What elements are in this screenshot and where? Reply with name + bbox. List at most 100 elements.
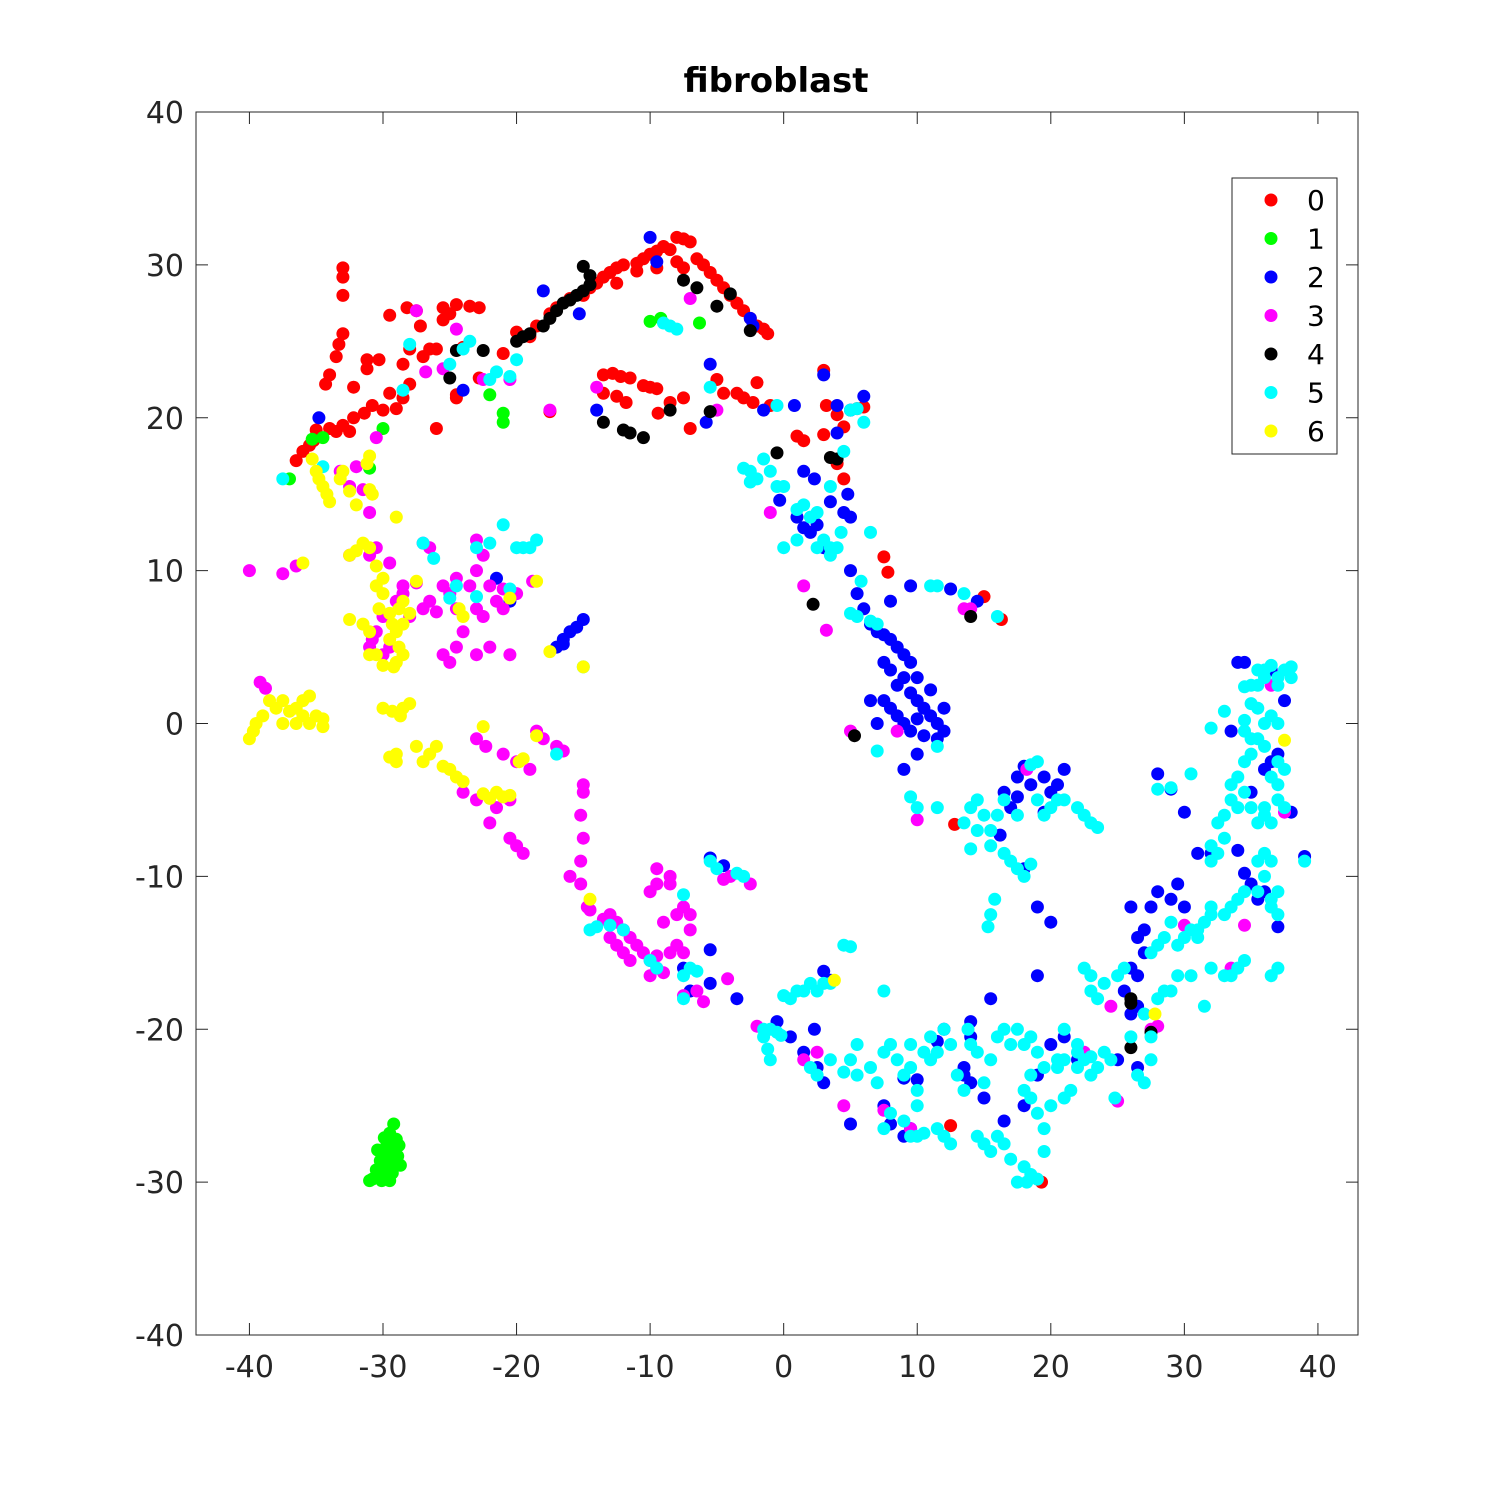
legend-label-6: 6 [1307, 415, 1325, 448]
point-series-5 [1097, 976, 1111, 990]
point-series-2 [884, 663, 897, 677]
legend-label-3: 3 [1307, 300, 1325, 333]
point-series-5 [1137, 1007, 1151, 1021]
point-series-5 [550, 747, 564, 761]
point-series-5 [1244, 697, 1258, 711]
point-series-6 [396, 594, 410, 608]
point-series-3 [576, 831, 590, 845]
point-series-0 [761, 327, 775, 341]
point-series-5 [1271, 885, 1285, 899]
point-series-3 [763, 506, 777, 519]
point-series-5 [276, 472, 290, 486]
point-series-4 [723, 287, 737, 301]
point-series-5 [737, 869, 751, 883]
point-series-2 [1278, 694, 1291, 708]
point-series-5 [810, 1068, 824, 1082]
point-series-3 [443, 655, 457, 669]
point-series-5 [884, 1106, 897, 1120]
point-series-0 [389, 402, 403, 416]
point-series-2 [844, 510, 857, 524]
point-series-5 [710, 862, 724, 876]
point-series-5 [1084, 1050, 1098, 1064]
point-series-3 [456, 625, 470, 639]
point-series-4 [443, 371, 457, 385]
point-series-4 [1124, 1041, 1138, 1055]
point-series-0 [472, 301, 486, 315]
point-series-5 [603, 918, 617, 932]
point-series-5 [1071, 1038, 1084, 1051]
point-series-5 [503, 582, 517, 596]
point-series-5 [810, 506, 824, 519]
point-series-6 [316, 720, 330, 734]
x-tick-label: 30 [1165, 1350, 1203, 1385]
point-series-5 [1271, 778, 1285, 792]
point-series-0 [683, 235, 697, 249]
point-series-5 [757, 452, 771, 466]
point-series-2 [773, 493, 787, 507]
y-tick-label: 0 [165, 708, 184, 743]
point-series-4 [623, 426, 637, 440]
point-series-3 [576, 785, 590, 799]
point-series-0 [319, 377, 333, 391]
point-series-2 [1171, 877, 1185, 891]
point-series-5 [1157, 931, 1171, 944]
point-series-5 [897, 1114, 911, 1128]
point-series-5 [1231, 770, 1245, 784]
point-series-5 [763, 464, 777, 478]
point-series-0 [610, 389, 624, 403]
point-series-2 [1238, 655, 1251, 669]
point-series-5 [1244, 747, 1258, 761]
point-series-1 [693, 316, 706, 330]
point-series-0 [677, 391, 690, 405]
point-series-5 [777, 480, 791, 493]
point-series-3 [363, 506, 377, 519]
point-series-3 [523, 762, 537, 776]
point-series-1 [496, 406, 510, 420]
point-series-5 [1144, 1030, 1158, 1044]
point-series-5 [1184, 969, 1198, 983]
point-series-5 [950, 1068, 964, 1082]
point-series-5 [483, 536, 497, 550]
point-series-6 [530, 574, 544, 588]
point-series-6 [276, 694, 290, 708]
point-series-2 [572, 307, 586, 321]
point-series-6 [409, 574, 423, 588]
point-series-5 [944, 1038, 958, 1051]
point-series-6 [403, 606, 417, 620]
point-series-6 [583, 892, 597, 906]
point-series-2 [1024, 778, 1038, 792]
point-series-3 [810, 1045, 824, 1059]
point-series-5 [850, 610, 864, 623]
point-series-0 [797, 434, 811, 448]
point-series-2 [910, 747, 924, 761]
point-series-3 [449, 640, 463, 654]
point-series-2 [904, 579, 918, 593]
point-series-5 [1044, 1099, 1058, 1113]
point-series-5 [1024, 758, 1038, 772]
point-series-2 [910, 1073, 924, 1087]
point-series-5 [997, 1137, 1011, 1151]
point-series-2 [699, 415, 713, 429]
point-series-4 [964, 610, 978, 623]
point-series-2 [1051, 778, 1064, 792]
point-series-4 [523, 327, 537, 341]
point-series-0 [837, 472, 851, 486]
point-series-3 [574, 808, 588, 822]
point-series-6 [365, 487, 379, 501]
point-series-2 [312, 411, 326, 425]
point-series-4 [583, 278, 597, 292]
point-series-5 [616, 923, 630, 937]
point-series-5 [850, 1068, 864, 1082]
point-series-0 [496, 347, 510, 360]
point-series-3 [456, 785, 470, 799]
point-series-5 [1064, 1083, 1078, 1097]
point-series-2 [1151, 767, 1165, 781]
point-series-0 [717, 386, 731, 400]
point-series-2 [1177, 805, 1191, 819]
point-series-6 [389, 510, 403, 524]
point-series-3 [503, 648, 517, 662]
point-series-5 [1258, 869, 1271, 883]
x-tick-label: 0 [774, 1350, 793, 1385]
legend-items: 0 1 2 3 4 5 6 [1264, 184, 1325, 448]
